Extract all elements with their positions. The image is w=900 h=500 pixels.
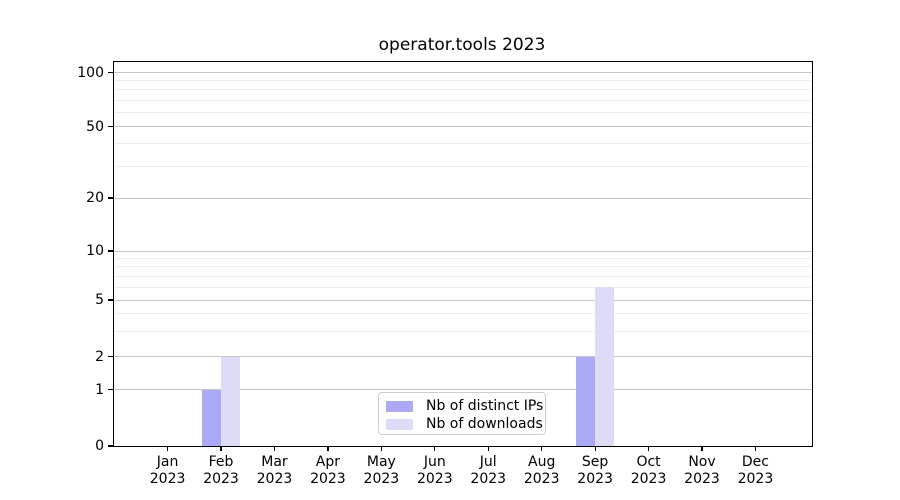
minor-gridline	[114, 313, 812, 315]
major-gridline	[114, 126, 812, 127]
bar-downloads	[595, 287, 615, 446]
x-tick-month: Sep	[581, 454, 609, 470]
x-tick-year: 2023	[470, 471, 507, 487]
minor-gridline	[114, 80, 812, 82]
x-tick-label: Jun 2023	[405, 454, 465, 488]
x-tick-mark	[754, 446, 757, 451]
y-tick-mark	[108, 445, 114, 447]
x-tick-mark	[594, 446, 596, 451]
chart-title: operator.tools 2023	[378, 35, 546, 55]
x-tick-label: Nov 2023	[672, 454, 732, 488]
x-tick-mark	[220, 446, 222, 451]
x-tick-month: Mar	[261, 454, 288, 470]
legend-label-downloads: Nb of downloads	[426, 416, 543, 432]
x-tick-label: Feb 2023	[191, 454, 251, 488]
x-tick-mark	[434, 446, 436, 451]
y-tick-mark	[108, 388, 114, 391]
x-tick-mark	[541, 446, 543, 451]
y-tick-mark	[108, 71, 114, 74]
x-tick-month: Dec	[741, 454, 769, 470]
x-tick-month: Feb	[208, 454, 234, 470]
x-tick-month: Apr	[315, 454, 341, 470]
x-tick-mark	[487, 446, 489, 451]
minor-gridline	[114, 266, 812, 268]
major-gridline	[114, 250, 812, 252]
x-tick-mark	[327, 446, 329, 451]
y-tick-mark	[108, 250, 114, 252]
x-tick-month: Oct	[636, 454, 661, 470]
plot-area: 0 1 2 5 10 20 50 100 Jan 2023 Feb 2023 Mar 2023 Apr 202…	[77, 61, 813, 487]
minor-gridline	[114, 286, 812, 288]
y-tick-label: 5	[95, 292, 104, 308]
x-tick-mark	[701, 446, 703, 451]
minor-gridline	[114, 99, 812, 101]
legend-label-distinct-ips: Nb of distinct IPs	[426, 398, 544, 414]
legend-item-downloads: Nb of downloads	[386, 416, 545, 432]
minor-gridline	[114, 143, 812, 145]
y-tick-mark	[108, 197, 114, 199]
bar-distinct-ips	[202, 389, 222, 446]
y-tick-label: 2	[95, 348, 104, 365]
x-tick-mark	[647, 446, 650, 451]
x-tick-mark	[273, 446, 276, 451]
x-tick-month: Nov	[688, 454, 716, 470]
y-tick-label: 10	[86, 243, 104, 259]
y-tick-label: 100	[77, 64, 104, 81]
y-tick-label: 20	[86, 190, 104, 206]
legend-swatch-downloads	[386, 418, 413, 430]
legend: Nb of distinct IPs Nb of downloads	[378, 392, 546, 435]
x-tick-year: 2023	[149, 471, 186, 487]
x-tick-year: 2023	[630, 471, 667, 487]
minor-gridline	[114, 275, 812, 277]
x-tick-label: Aug 2023	[512, 454, 572, 488]
bar-downloads	[221, 356, 241, 446]
x-tick-year: 2023	[523, 471, 560, 487]
minor-gridline	[114, 111, 812, 113]
x-tick-label: Jan 2023	[138, 454, 198, 488]
y-tick-label: 50	[86, 118, 104, 135]
x-tick-label: Jul 2023	[458, 454, 518, 488]
x-tick-year: 2023	[737, 471, 774, 487]
minor-gridline	[114, 330, 812, 332]
major-gridline	[114, 72, 812, 73]
x-tick-label: Oct 2023	[619, 454, 679, 488]
x-tick-label: Dec 2023	[725, 454, 785, 488]
x-tick-year: 2023	[684, 471, 720, 487]
major-gridline	[114, 356, 812, 357]
x-tick-year: 2023	[577, 471, 613, 487]
major-gridline	[114, 197, 812, 199]
major-gridline	[114, 389, 812, 390]
x-tick-label: Apr 2023	[298, 454, 358, 488]
x-tick-mark	[380, 446, 383, 451]
x-tick-year: 2023	[416, 471, 453, 487]
x-tick-month: Aug	[528, 454, 556, 470]
y-tick-mark	[108, 355, 114, 358]
legend-item-distinct-ips: Nb of distinct IPs	[386, 398, 545, 414]
major-gridline	[114, 299, 812, 301]
y-tick-label: 0	[95, 438, 104, 454]
x-tick-month: Jun	[423, 454, 446, 470]
y-tick-label: 1	[95, 381, 104, 398]
minor-gridline	[114, 257, 812, 259]
bar-distinct-ips	[576, 356, 596, 446]
x-tick-label: Mar 2023	[244, 454, 304, 488]
x-tick-label: May 2023	[351, 454, 411, 488]
x-tick-year: 2023	[310, 471, 346, 487]
x-tick-year: 2023	[363, 471, 400, 487]
x-tick-year: 2023	[256, 471, 293, 487]
x-tick-month: Jul	[479, 454, 497, 470]
y-tick-mark	[108, 299, 114, 301]
legend-swatch-distinct-ips	[386, 400, 413, 412]
y-tick-mark	[108, 125, 114, 128]
x-tick-month: May	[366, 454, 396, 470]
x-tick-year: 2023	[203, 471, 239, 487]
x-tick-month: Jan	[156, 454, 179, 470]
minor-gridline	[114, 165, 812, 167]
x-tick-mark	[167, 446, 169, 451]
minor-gridline	[114, 89, 812, 91]
x-tick-label: Sep 2023	[565, 454, 625, 488]
